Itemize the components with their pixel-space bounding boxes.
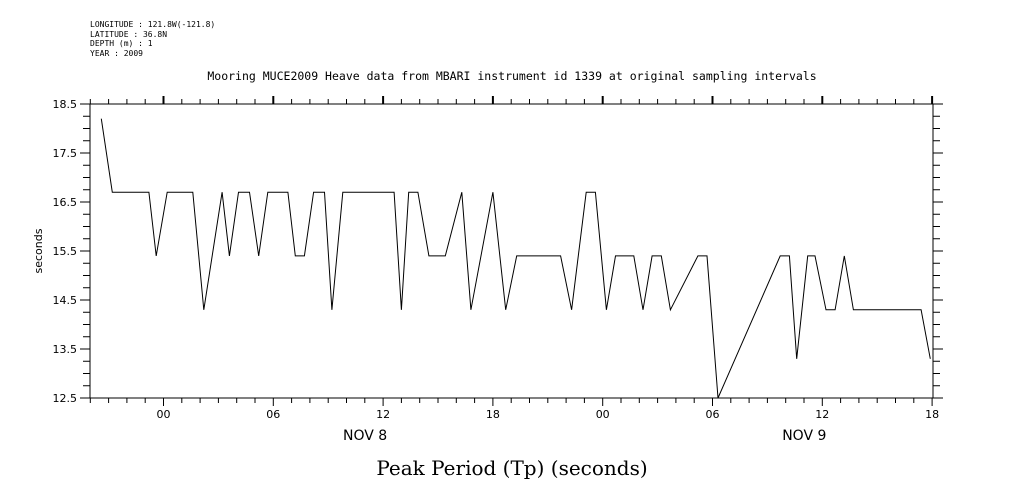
y-tick-label: 17.5	[53, 147, 78, 160]
axis-ticks	[80, 96, 943, 406]
x-tick-label: 18	[486, 408, 500, 421]
x-tick-label: 12	[815, 408, 829, 421]
y-tick-label: 15.5	[53, 245, 78, 258]
x-tick-label: 00	[596, 408, 610, 421]
x-axis-labels: 00 06 12 18 00 06 12 18	[157, 408, 940, 421]
mooring-metadata: LONGITUDE : 121.8W(-121.8) LATITUDE : 36…	[90, 20, 215, 58]
y-tick-label: 18.5	[53, 98, 78, 111]
latitude-text: LATITUDE : 36.8N	[90, 29, 168, 39]
x-tick-label: 18	[925, 408, 939, 421]
x-tick-label: 00	[157, 408, 171, 421]
x-axis-title: Peak Period (Tp) (seconds)	[376, 456, 647, 480]
x-tick-label: 06	[706, 408, 720, 421]
y-axis-title: seconds	[32, 228, 45, 273]
x-tick-label: 06	[266, 408, 280, 421]
plot-frame	[89, 103, 934, 399]
y-tick-label: 16.5	[53, 196, 78, 209]
depth-text: DEPTH (m) : 1	[90, 39, 153, 48]
series-line	[100, 118, 931, 399]
day-labels: NOV 8 NOV 9	[343, 428, 826, 444]
x-tick-label: 12	[376, 408, 390, 421]
y-tick-label: 13.5	[53, 343, 78, 356]
longitude-text: LONGITUDE : 121.8W(-121.8)	[90, 20, 216, 29]
y-axis-labels: 18.5 17.5 16.5 15.5 14.5 13.5 12.5	[53, 98, 78, 405]
year-text: YEAR : 2009	[90, 48, 143, 58]
day-label: NOV 8	[343, 428, 387, 444]
y-tick-label: 14.5	[53, 294, 78, 307]
chart-title: Mooring MUCE2009 Heave data from MBARI i…	[207, 69, 816, 83]
day-label: NOV 9	[782, 428, 826, 444]
y-tick-label: 12.5	[53, 392, 78, 405]
